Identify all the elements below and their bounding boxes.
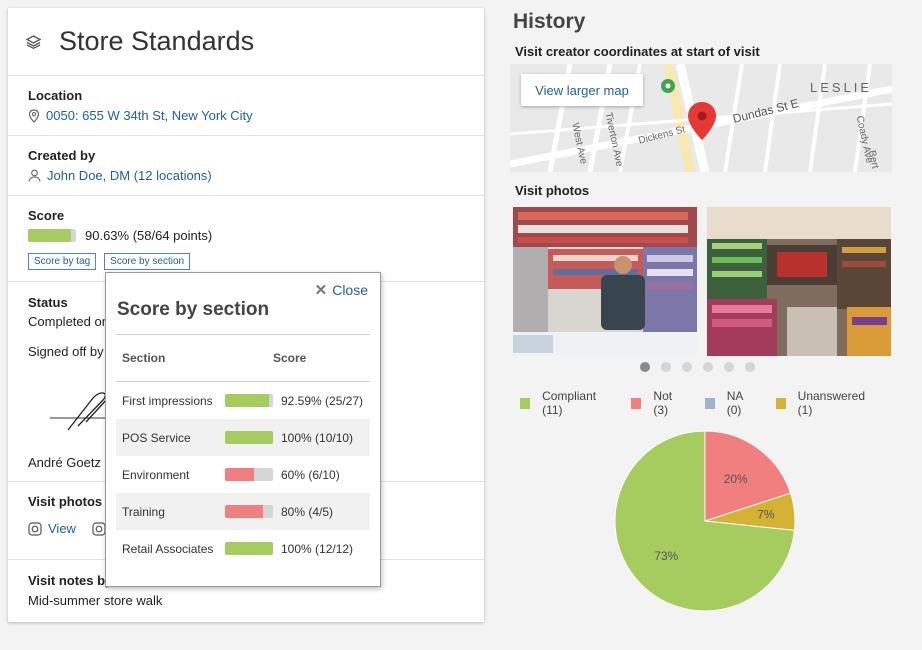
user-icon <box>28 169 41 182</box>
section-score: 100% (12/12) <box>281 541 354 556</box>
section-name: Environment <box>122 467 190 482</box>
camera-icon <box>28 521 42 536</box>
photos-caption: Visit photos <box>515 183 590 198</box>
visit-photos-label: Visit photos <box>28 494 103 509</box>
signer-name: André Goetz <box>28 455 101 470</box>
map-pin-icon <box>28 108 40 123</box>
status-value: Completed on <box>28 314 109 329</box>
carousel-dot[interactable] <box>640 362 650 372</box>
section-name: First impressions <box>122 393 213 408</box>
pie-slice-label: 7% <box>757 508 775 522</box>
legend-label: Not (3) <box>653 389 673 417</box>
close-icon: ✕ <box>314 282 328 299</box>
section-score-bar <box>225 431 273 444</box>
section-name: POS Service <box>122 430 191 445</box>
table-row: Environment 60% (6/10) <box>116 456 370 493</box>
view-photos-link[interactable]: View <box>48 521 76 536</box>
pie-slice-label: 73% <box>654 549 678 563</box>
photo-carousel-dots <box>640 362 755 372</box>
carousel-dot[interactable] <box>682 362 692 372</box>
visit-photo-2[interactable] <box>707 207 891 356</box>
page-title: Store Standards <box>59 26 255 56</box>
chart-legend: Compliant (11) Not (3) NA (0) Unanswered (1… <box>520 389 894 417</box>
section-score: 92.59% (25/27) <box>281 393 364 408</box>
carousel-dot[interactable] <box>703 362 713 372</box>
status-section: Status Completed on Signed off by André … <box>8 282 484 482</box>
section-score-bar <box>225 468 273 481</box>
signed-off-label: Signed off by <box>28 344 104 359</box>
map-area-label: Leslie <box>810 80 873 95</box>
section-score: 100% (10/10) <box>281 430 354 445</box>
score-bar <box>28 229 76 242</box>
section-score: 60% (6/10) <box>281 467 340 482</box>
pie-slice-label: 20% <box>724 472 748 486</box>
score-value: 90.63% (58/64 points) <box>85 228 213 243</box>
score-label: Score <box>28 208 65 223</box>
close-button[interactable]: ✕ Close <box>315 281 368 299</box>
map-caption: Visit creator coordinates at start of vi… <box>515 44 760 59</box>
pie-slice-not[interactable] <box>704 430 792 522</box>
legend-swatch <box>520 397 531 409</box>
section-name: Retail Associates <box>122 541 214 556</box>
score-by-section-popup: ✕ Close Score by section Section Score Fi… <box>105 272 381 587</box>
table-row: POS Service 100% (10/10) <box>116 419 370 456</box>
table-row: Training 80% (4/5) <box>116 493 370 530</box>
table-row: First impressions 92.59% (25/27) <box>116 382 370 419</box>
layers-icon <box>26 34 41 49</box>
created-label: Created by <box>28 148 96 163</box>
status-label: Status <box>28 295 68 310</box>
section-table: Section Score First impressions 92.59% (2… <box>116 334 370 567</box>
visit-notes-label: Visit notes by <box>28 573 113 588</box>
camera-icon <box>92 521 106 536</box>
location-label: Location <box>28 88 83 103</box>
section-score-bar <box>225 505 273 518</box>
section-name: Training <box>122 504 165 519</box>
store-photo <box>513 207 697 356</box>
store-photo <box>707 207 891 356</box>
legend-swatch <box>704 397 715 409</box>
section-score-bar <box>225 542 273 555</box>
close-label: Close <box>332 282 368 298</box>
carousel-dot[interactable] <box>724 362 734 372</box>
view-larger-map-button[interactable]: View larger map <box>521 74 643 106</box>
card-header: Store Standards <box>8 8 484 76</box>
carousel-dot[interactable] <box>661 362 671 372</box>
creator-link[interactable]: John Doe, DM (12 locations) <box>47 168 212 183</box>
legend-item[interactable]: NA (0) <box>704 389 758 417</box>
legend-swatch <box>775 397 786 409</box>
section-score-bar <box>225 394 273 407</box>
legend-item[interactable]: Compliant (11) <box>520 389 613 417</box>
table-header: Section Score <box>116 334 370 382</box>
legend-swatch <box>631 397 642 409</box>
location-map[interactable]: Dundas St E Dickens St Tiverton Ave West… <box>510 64 892 172</box>
score-section: Score 90.63% (58/64 points) Score by tag… <box>8 196 484 282</box>
legend-label: Unanswered (1) <box>797 389 866 417</box>
created-section: Created by John Doe, DM (12 locations) <box>8 136 484 196</box>
compliance-pie-chart: 20% 7% 73% <box>614 430 796 612</box>
pie-slice-compliant[interactable] <box>614 430 796 612</box>
legend-item[interactable]: Not (3) <box>631 389 686 417</box>
history-title: History <box>513 10 586 33</box>
visit-notes-section: Visit notes by Mid-summer store walk <box>8 560 484 608</box>
section-score: 80% (4/5) <box>281 504 334 519</box>
score-by-tag-button[interactable]: Score by tag <box>28 253 97 270</box>
visit-notes-value: Mid-summer store walk <box>28 593 163 608</box>
popup-title: Score by section <box>117 299 270 320</box>
table-row: Retail Associates 100% (12/12) <box>116 530 370 567</box>
carousel-dot[interactable] <box>745 362 755 372</box>
legend-label: NA (0) <box>726 389 743 417</box>
score-column-header: Score <box>273 351 307 365</box>
visit-photo-1[interactable] <box>513 207 697 356</box>
score-by-section-button[interactable]: Score by section <box>104 253 191 270</box>
location-section: Location 0050: 655 W 34th St, New York C… <box>8 76 484 136</box>
legend-label: Compliant (11) <box>542 389 597 417</box>
location-link[interactable]: 0050: 655 W 34th St, New York City <box>46 108 253 123</box>
legend-item[interactable]: Unanswered (1) <box>775 389 876 417</box>
section-column-header: Section <box>122 351 166 365</box>
